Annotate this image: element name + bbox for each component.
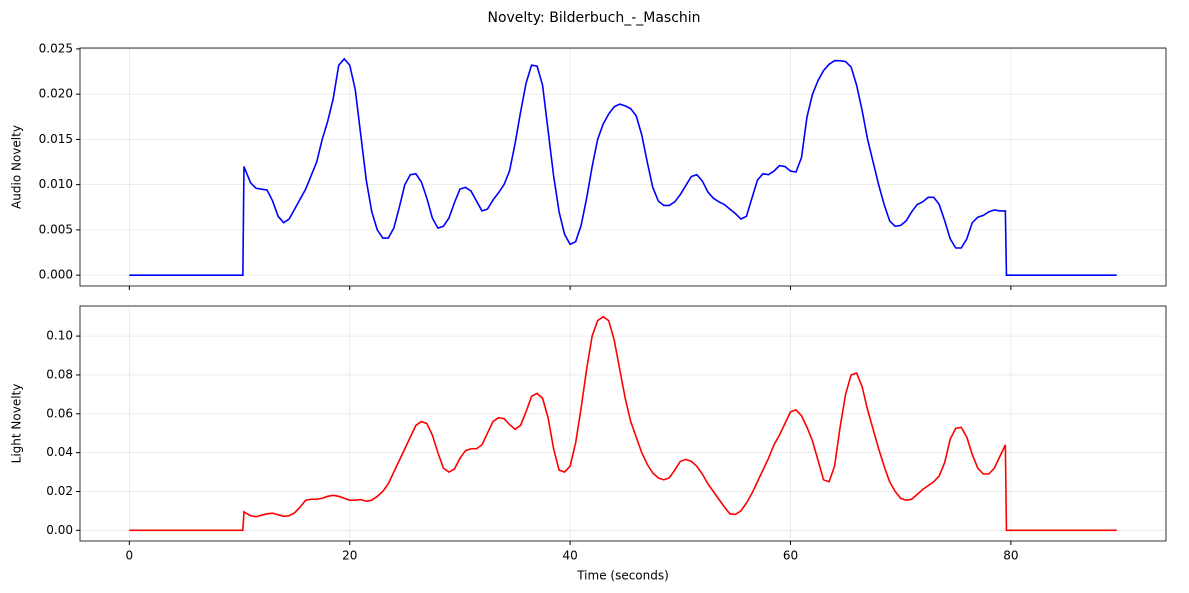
y-tick-label: 0.005 (39, 222, 73, 236)
x-tick-label: 80 (1003, 549, 1018, 563)
figure-title: Novelty: Bilderbuch_-_Maschin (487, 10, 700, 26)
data-line (129, 315, 1117, 532)
y-axis-label: Light Novelty (10, 384, 24, 464)
x-tick-label: 60 (783, 549, 798, 563)
axes-frame (79, 305, 1167, 542)
y-axis-label: Audio Novelty (10, 125, 24, 209)
x-tick-label: 20 (342, 549, 357, 563)
data-line (129, 57, 1117, 276)
y-tick-label: 0.015 (39, 132, 73, 146)
x-tick-label: 40 (562, 549, 577, 563)
y-tick-label: 0.025 (39, 41, 73, 55)
y-tick-label: 0.020 (39, 87, 73, 101)
y-tick-label: 0.08 (46, 367, 73, 381)
y-tick-label: 0.000 (39, 268, 73, 282)
axes-frame (79, 47, 1167, 287)
y-tick-label: 0.010 (39, 177, 73, 191)
y-tick-label: 0.10 (46, 329, 73, 343)
x-axis-label: Time (seconds) (576, 569, 669, 583)
x-tick-label: 0 (126, 549, 134, 563)
y-tick-label: 0.00 (46, 523, 73, 537)
y-tick-label: 0.04 (46, 445, 73, 459)
y-tick-label: 0.06 (46, 406, 73, 420)
y-tick-label: 0.02 (46, 484, 73, 498)
